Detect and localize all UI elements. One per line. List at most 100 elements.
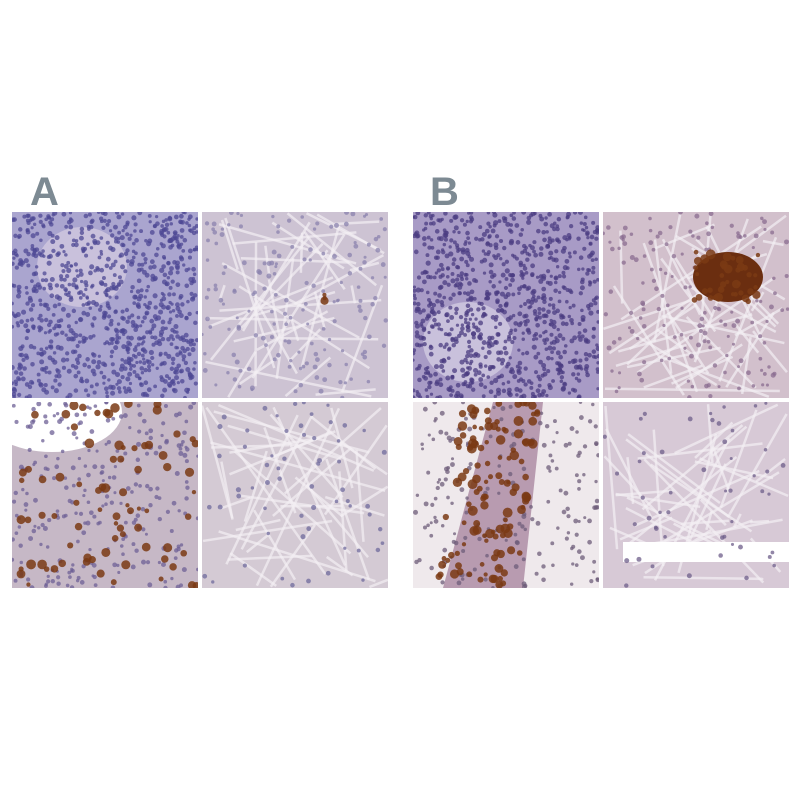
nucleus [74,412,80,418]
nucleus [204,221,210,226]
nucleus [137,212,143,216]
nucleus [227,327,231,331]
nucleus [35,282,41,288]
brown-stain [187,581,197,588]
cell-border [643,458,765,584]
nucleus [288,315,293,320]
nucleus [336,439,341,443]
nucleus [440,273,445,278]
nucleus [344,212,349,215]
nucleus [13,578,18,583]
nucleus [361,578,365,582]
nucleus [272,322,276,326]
nucleus [64,333,68,337]
brown-stain [117,455,125,463]
nucleus [169,528,174,533]
brown-stain [527,438,535,447]
nucleus [504,268,510,274]
nucleus [449,218,454,223]
nucleus [223,265,228,269]
nucleus [61,268,66,274]
nucleus [419,288,424,293]
brown-stain [467,444,474,451]
nucleus [446,333,450,337]
nucleus [127,371,133,377]
nucleus [447,347,451,352]
nucleus [161,562,166,568]
nucleus [453,532,457,536]
brown-stain [136,506,141,511]
nucleus [508,356,512,360]
cell-border [350,285,357,304]
nucleus [571,303,576,308]
nucleus [516,368,521,373]
nucleus [116,563,120,568]
nucleus [432,402,438,405]
nucleus [302,257,307,262]
nucleus [575,430,579,434]
nucleus [683,285,688,290]
nucleus [146,359,152,365]
nucleus [417,557,422,563]
nucleus [621,234,626,240]
nucleus [52,326,57,331]
tissue-tile [413,402,599,588]
nucleus [130,564,136,570]
nucleus [470,267,476,272]
cell-border [705,510,714,531]
nucleus [272,271,277,276]
nucleus [549,274,553,278]
nucleus [488,434,493,439]
nucleus [567,314,572,319]
nucleus [50,239,56,245]
nucleus [70,567,74,571]
nucleus [535,520,541,526]
nucleus [113,345,119,351]
brown-stain [24,465,32,473]
brown-stain [701,288,708,295]
nucleus [642,254,647,258]
nucleus [83,488,87,493]
nucleus [445,469,450,475]
nucleus [582,246,587,251]
nucleus [107,306,112,311]
nucleus [50,579,55,584]
nucleus [710,417,715,423]
nucleus [38,298,43,303]
cell-border [674,403,779,455]
brown-stain [94,409,101,417]
brown-stain [161,555,169,563]
nucleus [765,469,770,474]
brown-stain [483,572,488,577]
brown-stain [518,458,525,465]
nucleus [515,240,521,245]
nucleus [82,493,86,498]
nucleus [481,346,485,350]
nucleus [302,432,307,437]
nucleus [512,212,516,215]
nucleus [532,249,536,254]
nucleus [195,230,198,234]
nucleus [104,442,108,446]
brown-stain [67,542,74,549]
cell-border [755,458,786,483]
nucleus [118,254,122,258]
brown-stain [38,475,47,484]
nucleus [529,381,534,385]
nucleus [24,508,28,512]
nucleus [452,240,457,245]
nucleus [195,516,198,521]
nucleus [687,416,693,422]
nucleus [498,303,503,309]
nucleus [576,236,581,241]
nucleus [656,306,661,312]
nucleus [710,225,715,230]
tissue-tile [12,212,198,398]
nucleus [71,563,75,567]
nucleus [744,575,749,581]
nucleus [78,295,83,300]
nucleus [552,226,557,232]
cell-border [660,471,780,545]
nucleus [16,293,22,299]
nucleus [438,262,444,268]
